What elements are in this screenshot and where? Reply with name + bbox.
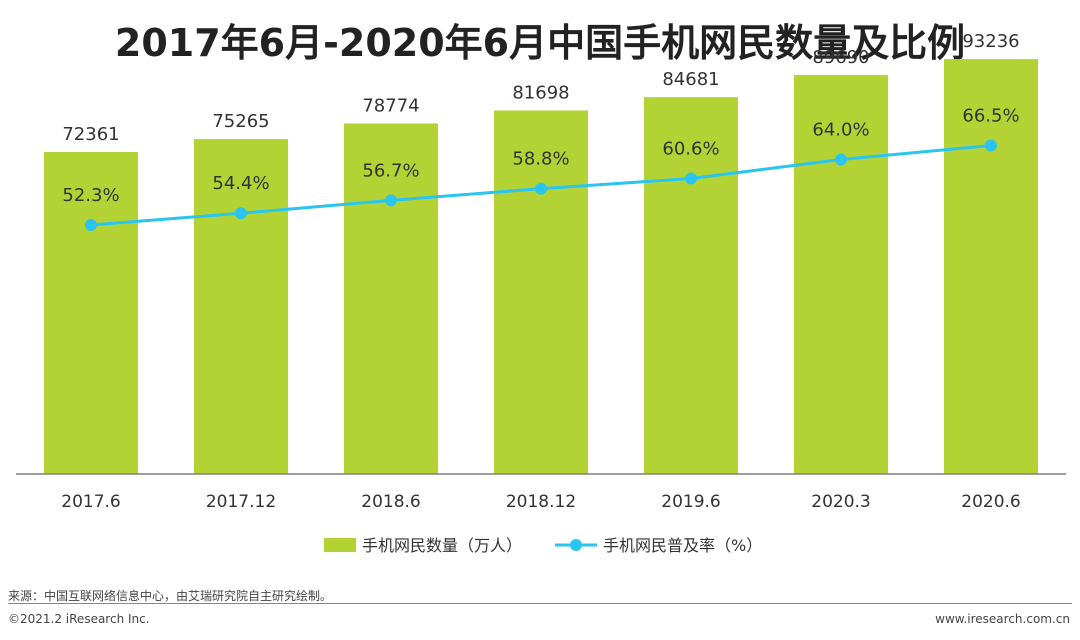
rate-value-label: 60.6% [662, 139, 719, 160]
rate-value-label: 56.7% [362, 160, 419, 181]
rate-value-label: 66.5% [962, 105, 1019, 126]
bar-value-label: 72361 [62, 124, 119, 145]
footer-divider [8, 603, 1072, 604]
bar-2020.3[interactable] [794, 74, 888, 474]
legend-line-label: 手机网民普及率（%） [603, 536, 762, 555]
rate-point-2017.6[interactable] [85, 219, 97, 231]
x-tick-label: 2020.6 [961, 492, 1020, 512]
x-tick-label: 2017.6 [61, 492, 120, 512]
rate-value-label: 54.4% [212, 173, 269, 194]
legend-line-marker [570, 539, 582, 551]
bar-value-label: 89690 [812, 47, 869, 68]
rate-value-label: 58.8% [512, 149, 569, 170]
source-note: 来源：中国互联网络信息中心，由艾瑞研究院自主研究绘制。 [8, 589, 333, 603]
bar-value-label: 78774 [362, 95, 419, 116]
rate-value-label: 52.3% [62, 185, 119, 206]
website-link[interactable]: www.iresearch.com.cn [935, 612, 1070, 626]
rate-point-2018.12[interactable] [535, 182, 547, 195]
legend-bar-swatch [324, 538, 356, 552]
bar-2019.6[interactable] [644, 97, 738, 474]
x-tick-label: 2018.6 [361, 492, 420, 512]
bar-2017.12[interactable] [194, 139, 288, 475]
bar-value-label: 93236 [962, 31, 1019, 52]
x-tick-label: 2019.6 [661, 492, 720, 512]
rate-point-2020.6[interactable] [985, 139, 997, 152]
rate-value-label: 64.0% [812, 119, 869, 140]
legend-bar-label: 手机网民数量（万人） [362, 536, 522, 555]
bar-value-label: 84681 [662, 69, 719, 90]
copyright: ©2021.2 iResearch Inc. [8, 612, 150, 626]
rate-point-2020.3[interactable] [835, 153, 847, 166]
bar-2018.12[interactable] [494, 110, 588, 474]
x-tick-label: 2020.3 [811, 492, 870, 512]
rate-point-2018.6[interactable] [385, 194, 397, 207]
x-tick-label: 2017.12 [206, 492, 276, 512]
chart-title: 2017年6月-2020年6月中国手机网民数量及比例 [114, 21, 966, 65]
rate-point-2019.6[interactable] [685, 172, 697, 185]
bar-value-label: 75265 [212, 111, 269, 132]
bar-2020.6[interactable] [944, 59, 1038, 475]
x-tick-label: 2018.12 [506, 492, 576, 512]
bar-2018.6[interactable] [344, 123, 438, 475]
rate-point-2017.12[interactable] [235, 207, 247, 220]
bar-2017.6[interactable] [44, 151, 138, 475]
bar-value-label: 81698 [512, 82, 569, 103]
